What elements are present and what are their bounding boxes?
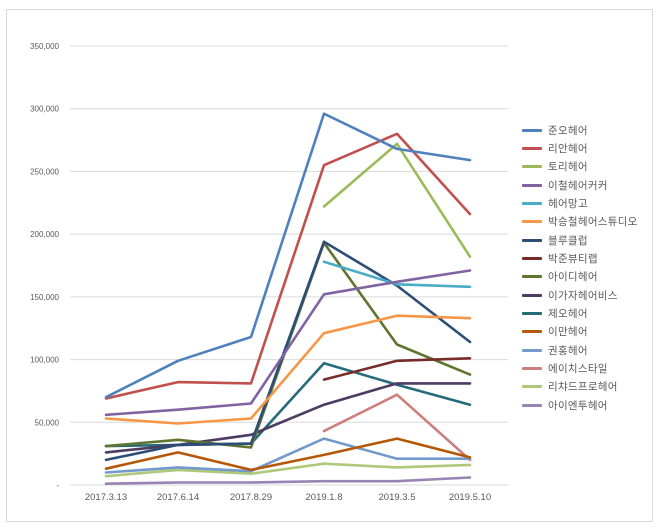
series-line bbox=[322, 142, 472, 259]
legend-swatch-icon bbox=[522, 312, 542, 316]
legend-swatch-icon bbox=[522, 385, 542, 389]
y-tick-label: 300,000 bbox=[30, 105, 59, 114]
legend-item: 헤어망고 bbox=[522, 194, 652, 212]
legend-label: 블루클럽 bbox=[548, 234, 588, 247]
legend-label: 리안헤어 bbox=[548, 143, 588, 156]
legend-swatch-icon bbox=[522, 257, 542, 261]
series-line bbox=[322, 260, 472, 289]
series-line bbox=[104, 462, 472, 478]
legend-label: 헤어망고 bbox=[548, 198, 588, 211]
series-line bbox=[104, 112, 472, 399]
legend-swatch-icon bbox=[522, 238, 542, 242]
legend-swatch-icon bbox=[522, 202, 542, 206]
legend-item: 리안헤어 bbox=[522, 139, 652, 157]
legend-swatch-icon bbox=[522, 293, 542, 297]
chart-frame bbox=[6, 9, 653, 522]
legend-label: 제오헤어 bbox=[548, 308, 588, 321]
legend-item: 아이디헤어 bbox=[522, 268, 652, 286]
legend-swatch-icon bbox=[522, 275, 542, 279]
legend-item: 이철헤어커커 bbox=[522, 176, 652, 194]
legend-label: 박준뷰티랩 bbox=[548, 253, 598, 266]
x-tick-label: 2017.6.14 bbox=[157, 492, 199, 503]
y-tick-label: 50,000 bbox=[35, 418, 60, 427]
series-line bbox=[104, 132, 472, 400]
x-tick-label: 2017.3.13 bbox=[85, 492, 127, 503]
y-tick-label: 100,000 bbox=[30, 356, 59, 365]
legend-swatch-icon bbox=[522, 367, 542, 371]
legend-label: 아이디헤어 bbox=[548, 271, 598, 284]
legend-item: 박승철헤어스튜디오 bbox=[522, 213, 652, 231]
legend-label: 토리헤어 bbox=[548, 161, 588, 174]
legend-label: 이만헤어 bbox=[548, 326, 588, 339]
legend-swatch-icon bbox=[522, 348, 542, 352]
x-tick-label: 2019.1.8 bbox=[306, 492, 343, 503]
series-line bbox=[322, 356, 472, 381]
legend-label: 아이엔투헤어 bbox=[548, 399, 608, 412]
legend-item: 블루클럽 bbox=[522, 231, 652, 249]
series-line bbox=[104, 437, 472, 474]
y-tick-label: 150,000 bbox=[30, 293, 59, 302]
series-line bbox=[104, 269, 472, 417]
series-line bbox=[104, 314, 472, 425]
legend-item: 아이엔투헤어 bbox=[522, 396, 652, 414]
series-line bbox=[104, 476, 472, 486]
legend-swatch-icon bbox=[522, 330, 542, 334]
legend-swatch-icon bbox=[522, 220, 542, 224]
y-tick-label: - bbox=[56, 481, 59, 490]
y-tick-label: 250,000 bbox=[30, 167, 59, 176]
legend-item: 제오헤어 bbox=[522, 304, 652, 322]
legend-label: 이가자헤어비스 bbox=[548, 289, 618, 302]
x-tick-label: 2017.8.29 bbox=[230, 492, 272, 503]
legend-label: 이철헤어커커 bbox=[548, 179, 608, 192]
legend-item: 이만헤어 bbox=[522, 323, 652, 341]
legend-item: 준오헤어 bbox=[522, 121, 652, 139]
legend-item: 권홍헤어 bbox=[522, 341, 652, 359]
series-line bbox=[104, 240, 472, 462]
series-line bbox=[104, 437, 472, 472]
x-tick-label: 2019.3.5 bbox=[379, 492, 416, 503]
legend-label: 준오헤어 bbox=[548, 124, 588, 137]
legend-label: 에이치스타일 bbox=[548, 363, 608, 376]
legend-item: 리챠드프로헤어 bbox=[522, 378, 652, 396]
legend-label: 권홍헤어 bbox=[548, 344, 588, 357]
legend-label: 박승철헤어스튜디오 bbox=[548, 216, 638, 229]
series-line bbox=[322, 393, 472, 462]
legend-swatch-icon bbox=[522, 403, 542, 407]
legend-label: 리챠드프로헤어 bbox=[548, 381, 618, 394]
legend-item: 박준뷰티랩 bbox=[522, 249, 652, 267]
x-tick-label: 2019.5.10 bbox=[449, 492, 491, 503]
legend-item: 에이치스타일 bbox=[522, 359, 652, 377]
y-tick-label: 350,000 bbox=[30, 42, 59, 51]
legend-swatch-icon bbox=[522, 183, 542, 187]
legend-swatch-icon bbox=[522, 165, 542, 169]
legend-swatch-icon bbox=[522, 128, 542, 132]
legend-item: 토리헤어 bbox=[522, 158, 652, 176]
legend-item: 이가자헤어비스 bbox=[522, 286, 652, 304]
legend-swatch-icon bbox=[522, 147, 542, 151]
y-tick-label: 200,000 bbox=[30, 230, 59, 239]
